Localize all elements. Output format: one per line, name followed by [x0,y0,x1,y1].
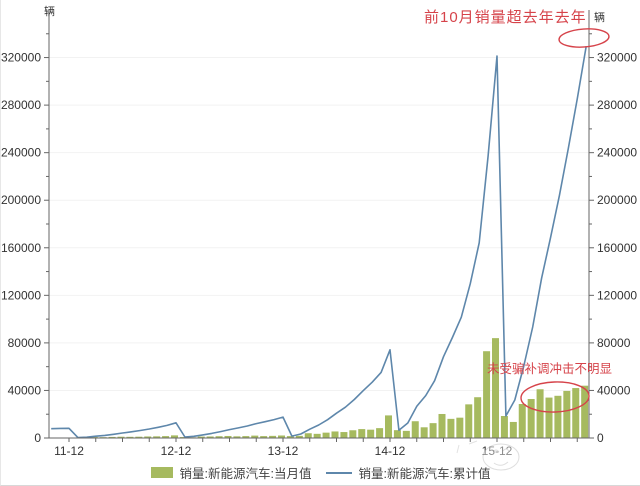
legend-item-monthly: 销量:新能源汽车:当月值 [150,463,312,482]
watermark-doodle [456,440,520,471]
legend-bar-swatch [150,467,173,478]
bar [376,428,384,438]
y-tick-label-left: 320000 [1,51,41,65]
bar [197,436,205,438]
bar [144,436,152,438]
bar [331,431,339,438]
legend-bar-label: 销量:新能源汽车:当月值 [179,467,312,481]
recent-bars-circle [520,381,590,413]
bar [358,429,366,438]
bar [269,435,277,438]
y-tick-label-left: 280000 [1,98,41,112]
x-tick-label: 14-12 [375,444,406,458]
y-tick-label-right: 160000 [597,241,637,255]
x-tick-label: 13-12 [268,444,299,458]
bar [340,432,348,438]
annotation-top-text: 前10月销量超去年去年 [424,9,587,26]
cumulative-endpoint-circle [558,28,610,48]
y-tick-label-left: 120000 [1,288,41,302]
bar [313,433,321,438]
bar [536,389,544,438]
y-tick-label-right: 0 [597,431,604,445]
y-tick-label-right: 240000 [597,146,637,160]
bar [393,430,401,438]
bar [206,436,214,438]
bar [402,430,410,438]
y-tick-label-left: 200000 [1,193,41,207]
bar [295,435,303,438]
y-tick-label-right: 320000 [597,51,637,65]
bar [465,404,473,438]
bar [572,388,580,438]
bar [527,399,535,438]
bar [367,429,375,438]
bar [251,435,259,438]
y-tick-label-right: 280000 [597,98,637,112]
y-tick-label-right: 120000 [597,288,637,302]
legend-item-cumulative: 销量:新能源汽车:累计值 [325,463,491,482]
bar [483,351,491,438]
x-tick-label: 11-12 [54,444,84,458]
y-tick-label-right: 40000 [597,383,631,397]
bar [304,433,312,438]
legend-line-label: 销量:新能源汽车:累计值 [358,467,491,481]
bar [153,436,161,438]
bar [581,385,589,438]
bar [545,397,553,438]
y-axis-unit-left: 辆 [44,6,55,18]
bar [278,435,285,438]
bar [286,436,294,438]
bar [554,395,562,438]
bar [117,436,125,438]
bar [509,421,517,438]
bar [242,436,250,438]
bar [135,436,143,438]
bar [233,436,241,438]
y-tick-label-right: 200000 [597,193,637,207]
bar [349,430,357,438]
bar [438,413,446,438]
y-tick-label-left: 240000 [1,146,41,160]
cumulative-line [51,46,587,439]
bar [474,397,482,438]
y-tick-label-left: 80000 [8,336,42,350]
bar [447,418,455,438]
bar [429,423,437,438]
x-tick-label: 12-12 [161,444,192,458]
y-tick-label-left: 40000 [8,383,42,397]
y-tick-label-right: 80000 [597,336,631,350]
bar [215,436,223,438]
legend: 销量:新能源汽车:当月值 销量:新能源汽车:累计值 [1,463,640,482]
bar [224,435,232,438]
bar [500,416,508,438]
bar [518,403,526,438]
bar [456,417,464,438]
bar [171,435,178,438]
bar [563,390,571,438]
bar [492,338,499,438]
y-tick-label-left: 160000 [1,241,41,255]
bar [260,436,268,438]
monthly-bars [46,338,589,438]
annotation-bars-text: 未受骗补调冲击不明显 [487,362,613,376]
bar [108,436,116,438]
bar [126,436,134,438]
bar [322,432,330,438]
y-axis-unit-right: 辆 [594,12,605,24]
bar [162,436,170,438]
y-tick-label-left: 0 [34,431,41,445]
legend-line-swatch [325,471,352,474]
bar [420,427,428,438]
bar [385,415,392,438]
bar [411,421,419,438]
